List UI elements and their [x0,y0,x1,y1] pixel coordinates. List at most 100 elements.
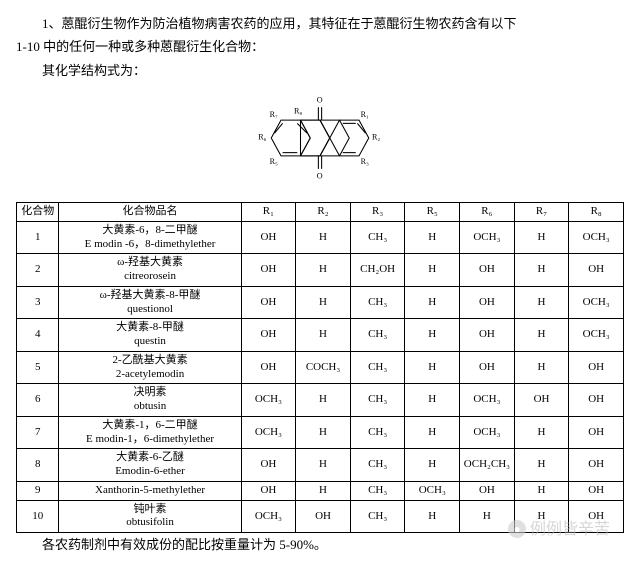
cell-r: OH [241,319,296,352]
cell-r: H [296,286,351,319]
cell-r: OH [460,319,515,352]
cell-r: OCH₃ [241,384,296,417]
cell-index: 8 [17,449,59,482]
cell-r: CH₂OH [350,254,405,287]
label-R5: R₅ [270,157,278,166]
cell-r: CH₃ [350,221,405,254]
cell-r: H [405,416,460,449]
cell-index: 3 [17,286,59,319]
cell-r: H [405,221,460,254]
cell-r: H [405,449,460,482]
cell-r: CH₃ [350,384,405,417]
cell-r: OH [514,384,569,417]
table-header-row: 化合物 化合物品名 R₁ R₂ R₃ R₅ R₆ R₇ R₈ [17,203,624,222]
cell-r: CH₃ [350,416,405,449]
th-r8: R₈ [569,203,624,222]
cell-r: H [514,221,569,254]
cell-name: 大黄素-8-甲醚questin [59,319,241,352]
cell-r: OH [460,286,515,319]
cell-index: 7 [17,416,59,449]
th-r1: R₁ [241,203,296,222]
cell-r: H [405,319,460,352]
cell-name: 大黄素-1，6-二甲醚E modin-1，6-dimethylether [59,416,241,449]
th-name: 化合物品名 [59,203,241,222]
cell-r: OH [241,254,296,287]
cell-r: OH [569,254,624,287]
cell-r: H [296,449,351,482]
th-r7: R₇ [514,203,569,222]
cell-r: H [514,416,569,449]
cell-name: 大黄素-6，8-二甲醚E modin -6，8-dimethylether [59,221,241,254]
label-R8: R₈ [294,107,302,116]
label-O-top: O [317,95,323,104]
label-R7: R₇ [270,110,278,119]
cell-r: CH₃ [350,286,405,319]
cell-r: OCH₃ [460,221,515,254]
cell-r: H [405,351,460,384]
cell-r: OH [296,500,351,533]
table-row: 6决明素obtusinOCH₃HCH₃HOCH₃OHOH [17,384,624,417]
cell-r: CH₃ [350,449,405,482]
th-compound: 化合物 [17,203,59,222]
table-row: 52-乙酰基大黄素2-acetylemodinOHCOCH₃CH₃HOHHOH [17,351,624,384]
cell-name: 钝叶素obtusifolin [59,500,241,533]
cell-r: H [514,254,569,287]
cell-r: OCH₃ [569,319,624,352]
cell-r: OH [569,384,624,417]
th-r3: R₃ [350,203,405,222]
cell-index: 5 [17,351,59,384]
cell-r: CH₃ [350,500,405,533]
compound-table: 化合物 化合物品名 R₁ R₂ R₃ R₅ R₆ R₇ R₈ 1大黄素-6，8-… [16,202,624,533]
cell-r: OCH₃ [241,500,296,533]
cell-r: CH₃ [350,481,405,500]
cell-r: OH [241,351,296,384]
label-R6: R₆ [258,133,266,142]
cell-r: OCH₃ [569,286,624,319]
table-row: 8大黄素-6-乙醚Emodin-6-etherOHHCH₃HOCH₂CH₃HOH [17,449,624,482]
anthraquinone-svg: O O R₁ R₂ R₃ R₅ R₆ R₇ R₈ [255,88,385,188]
table-row: 4大黄素-8-甲醚questinOHHCH₃HOHHOCH₃ [17,319,624,352]
cell-r: OCH₃ [241,416,296,449]
cell-r: H [296,416,351,449]
cell-r: OCH₃ [405,481,460,500]
table-row: 7大黄素-1，6-二甲醚E modin-1，6-dimethyletherOCH… [17,416,624,449]
cell-r: COCH₃ [296,351,351,384]
cell-name: 决明素obtusin [59,384,241,417]
cell-index: 4 [17,319,59,352]
cell-r: H [405,500,460,533]
cell-index: 6 [17,384,59,417]
cell-name: Xanthorin-5-methylether [59,481,241,500]
th-r6: R₆ [460,203,515,222]
table-row: 1大黄素-6，8-二甲醚E modin -6，8-dimethyletherOH… [17,221,624,254]
cell-name: ω-羟基大黄素-8-甲醚questionol [59,286,241,319]
cell-r: OH [241,481,296,500]
table-row: 3ω-羟基大黄素-8-甲醚questionolOHHCH₃HOHHOCH₃ [17,286,624,319]
intro-line-3: 其化学结构式为： [16,59,624,82]
cell-r: H [296,319,351,352]
cell-r: H [405,254,460,287]
label-O-bottom: O [317,172,323,181]
cell-r: H [296,221,351,254]
cell-r: OH [460,254,515,287]
label-R2: R₂ [372,133,380,142]
footer-line: 各农药制剂中有效成份的配比按重量计为 5-90%。 [16,533,624,556]
cell-r: H [460,500,515,533]
cell-r: OH [569,500,624,533]
cell-index: 1 [17,221,59,254]
cell-index: 2 [17,254,59,287]
cell-r: OH [460,351,515,384]
cell-r: OH [241,221,296,254]
cell-r: OCH₃ [569,221,624,254]
cell-r: OH [241,286,296,319]
cell-r: H [514,500,569,533]
cell-r: H [296,254,351,287]
label-R1: R₁ [361,110,369,119]
cell-r: CH₃ [350,351,405,384]
table-row: 2ω-羟基大黄素citreoroseinOHHCH₂OHHOHHOH [17,254,624,287]
cell-r: H [514,319,569,352]
cell-r: OH [569,481,624,500]
intro-line-2: 1-10 中的任何一种或多种蒽醌衍生化合物： [16,35,624,58]
label-R3: R₃ [361,157,369,166]
cell-r: OH [460,481,515,500]
cell-r: H [514,351,569,384]
